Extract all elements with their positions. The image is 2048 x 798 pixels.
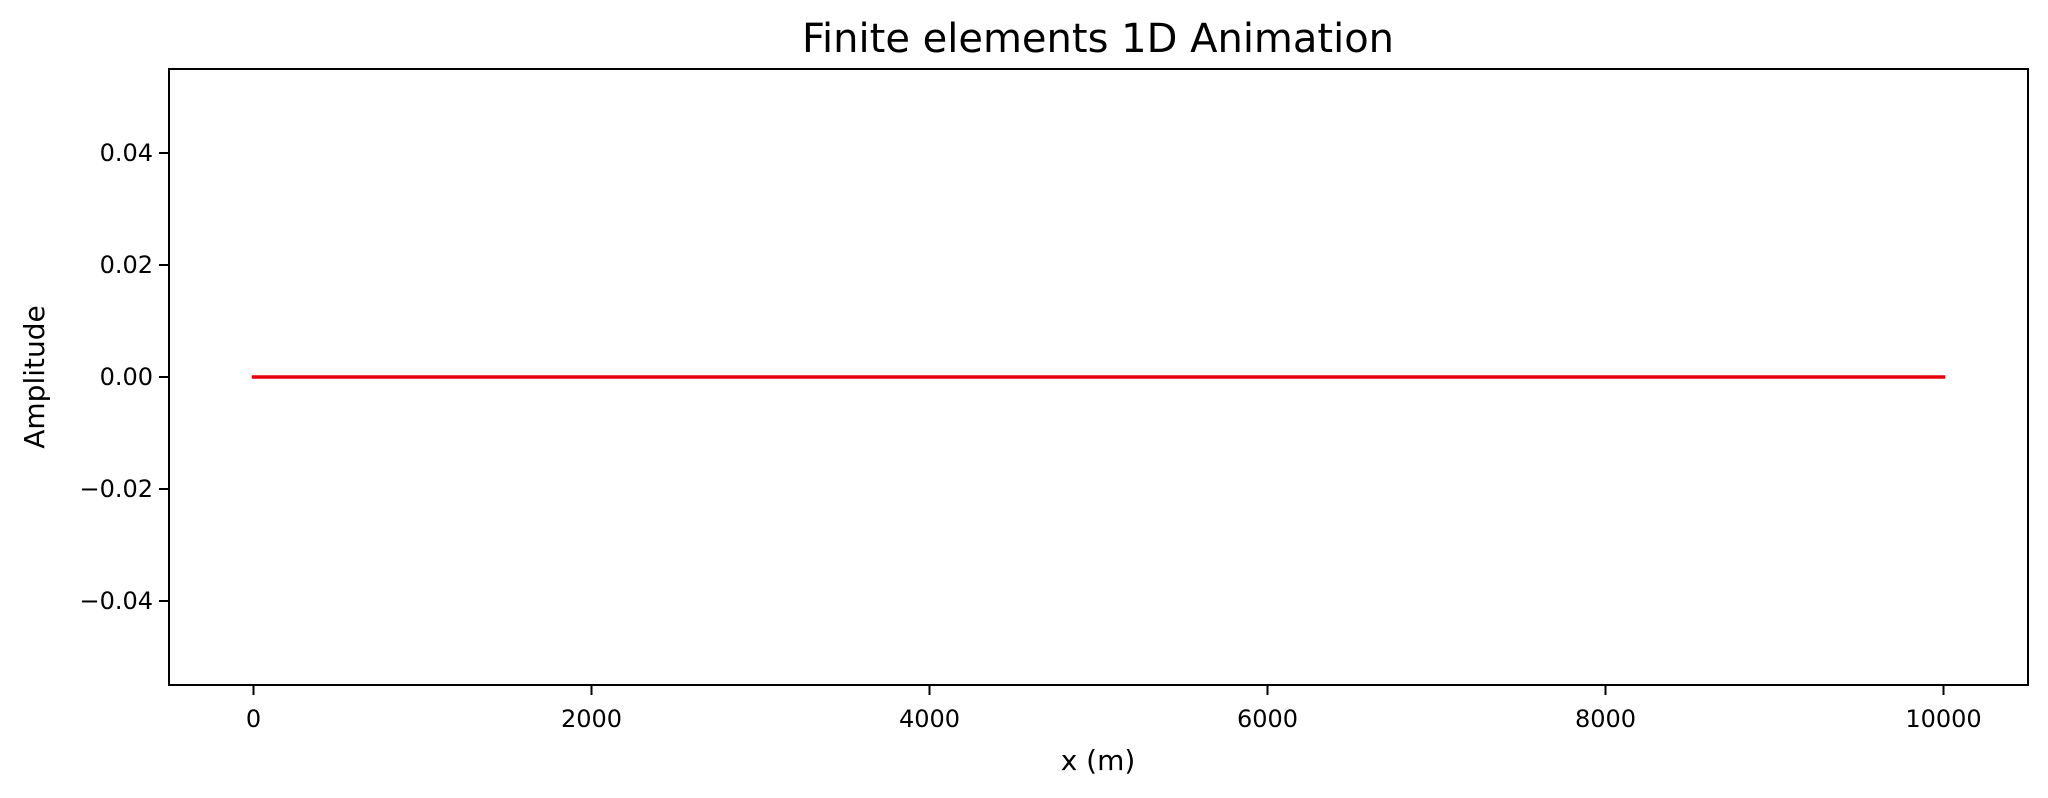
x-tick-label: 10000 xyxy=(1905,705,1981,733)
x-tick-label: 0 xyxy=(246,705,261,733)
x-axis-label: x (m) xyxy=(1061,744,1136,777)
chart-title: Finite elements 1D Animation xyxy=(802,16,1394,62)
y-tick-label: 0.00 xyxy=(100,363,153,391)
y-tick-label: −0.02 xyxy=(79,475,153,503)
y-tick-label: −0.04 xyxy=(79,587,153,615)
y-tick-label: 0.04 xyxy=(100,139,153,167)
plot-frame xyxy=(168,68,2029,686)
y-axis: −0.04 −0.02 0.00 0.02 0.04 xyxy=(79,139,169,615)
x-axis: 0 2000 4000 6000 8000 10000 xyxy=(246,685,1982,733)
x-tick-label: 4000 xyxy=(899,705,960,733)
x-tick-label: 6000 xyxy=(1237,705,1298,733)
y-axis-label: Amplitude xyxy=(18,305,51,449)
x-tick-label: 8000 xyxy=(1575,705,1636,733)
y-tick-label: 0.02 xyxy=(100,251,153,279)
x-tick-label: 2000 xyxy=(561,705,622,733)
